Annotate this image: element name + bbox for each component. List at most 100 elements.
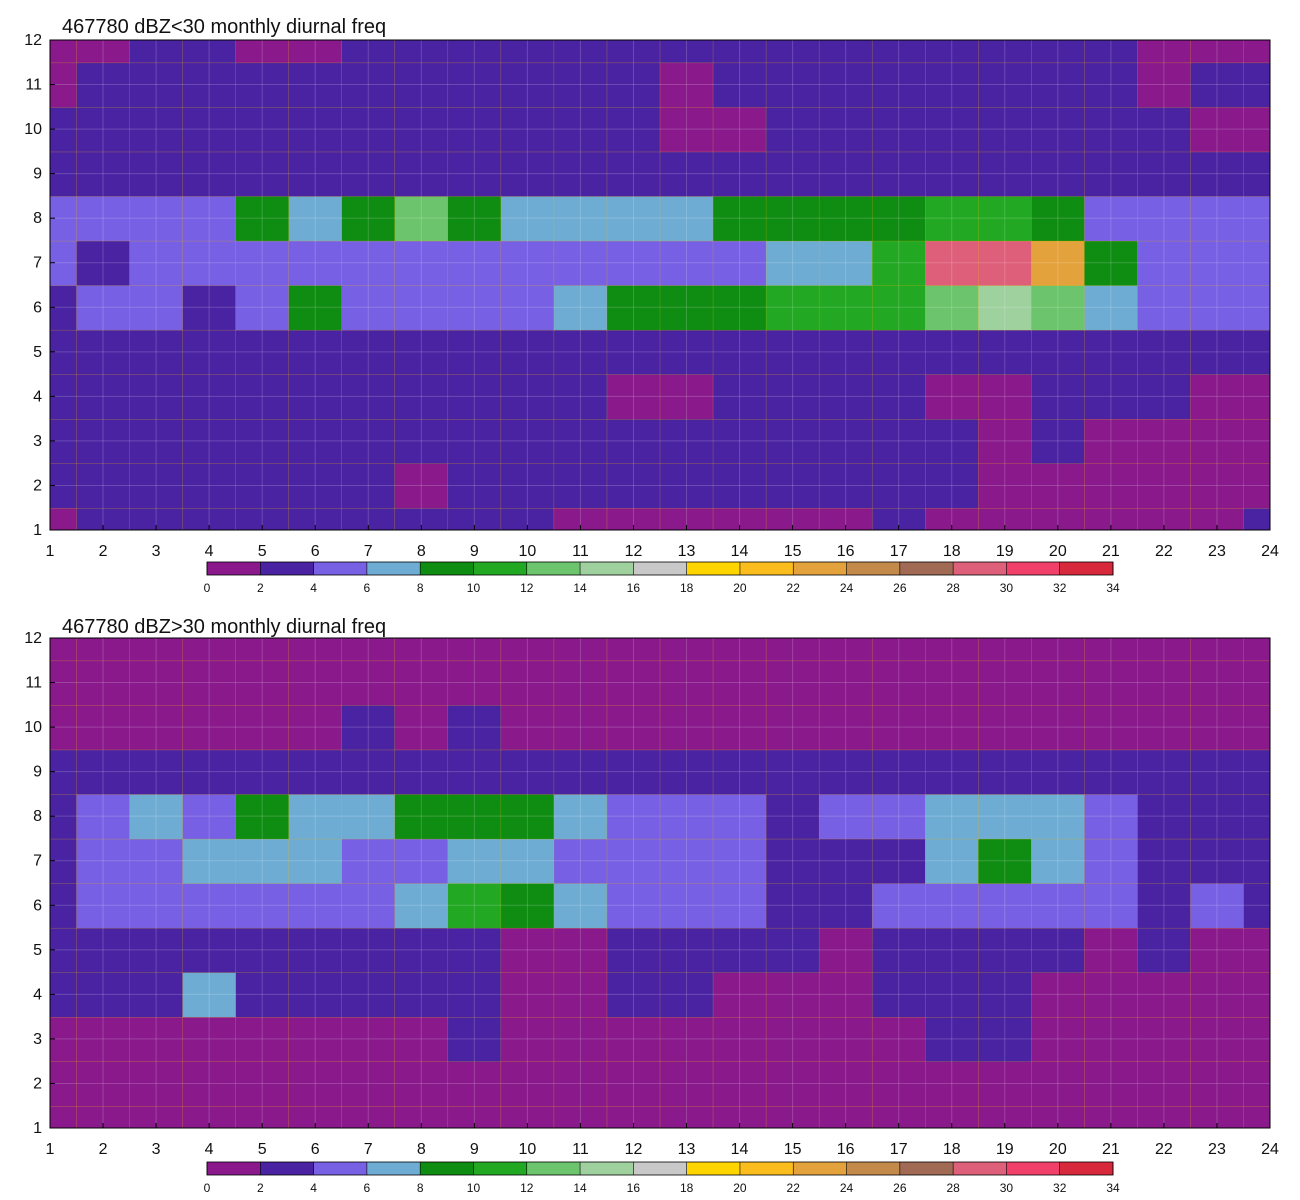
- heatmap-cell: [341, 1016, 396, 1062]
- heatmap-cell: [712, 660, 767, 706]
- heatmap-cell: [553, 418, 608, 464]
- heatmap-cell: [818, 284, 873, 331]
- heatmap-cell: [182, 882, 237, 929]
- heatmap-cell: [765, 1016, 820, 1062]
- x-axis-ticks: 1 2 3 4 5 6 7 8 9 10 11 12 13 14 15 16 17 18 19 20 21 22 23 24: [46, 525, 1279, 560]
- heatmap-cell: [500, 838, 555, 884]
- heatmap-cell: [1031, 373, 1086, 420]
- colorbar-tick-label: 32: [1053, 1181, 1067, 1195]
- heatmap-cell: [1031, 704, 1086, 751]
- heatmap-cell: [925, 195, 980, 242]
- heatmap-cell: [1137, 373, 1192, 420]
- heatmap-cell: [394, 240, 449, 286]
- heatmap-cell: [447, 151, 502, 197]
- heatmap-cell: [341, 62, 396, 108]
- heatmap-cell: [1243, 971, 1270, 1018]
- heatmap-cell: [606, 749, 661, 795]
- x-tick-label: 16: [837, 543, 855, 560]
- heatmap-cell: [978, 838, 1033, 884]
- heatmap-cell: [447, 329, 502, 375]
- heatmap-cell: [606, 1060, 661, 1107]
- heatmap-cell: [129, 373, 184, 420]
- heatmap-cell: [1031, 418, 1086, 464]
- x-tick-label: 22: [1155, 543, 1173, 560]
- y-tick-label: 3: [33, 1031, 42, 1048]
- heatmap-cell: [447, 462, 502, 509]
- colorbar-swatch: [899, 562, 954, 575]
- heatmap-cell: [394, 195, 449, 242]
- colorbar-swatch: [366, 562, 421, 575]
- colorbar-swatch: [846, 562, 901, 575]
- heatmap-cell: [182, 927, 237, 973]
- colorbar-tick-label: 8: [417, 1181, 424, 1195]
- heatmap-cell: [129, 462, 184, 509]
- colorbar-swatch: [633, 1162, 688, 1175]
- heatmap-cell: [765, 373, 820, 420]
- heatmap-cell: [447, 838, 502, 884]
- heatmap-cell: [1190, 106, 1245, 153]
- heatmap-cell: [659, 106, 714, 153]
- x-tick-label: 10: [518, 1141, 536, 1158]
- heatmap-cell: [394, 284, 449, 331]
- heatmap-cell: [500, 373, 555, 420]
- heatmap-cell: [765, 195, 820, 242]
- heatmap-cell: [447, 660, 502, 706]
- heatmap-cell: [288, 971, 343, 1018]
- heatmap-cell: [394, 1016, 449, 1062]
- x-tick-label: 6: [311, 543, 320, 560]
- heatmap-cell: [1084, 660, 1139, 706]
- heatmap-cell: [1137, 62, 1192, 108]
- heatmap-cell: [1243, 329, 1270, 375]
- x-tick-label: 10: [518, 543, 536, 560]
- heatmap-cell: [1243, 62, 1270, 108]
- x-tick-label: 23: [1208, 543, 1226, 560]
- heatmap-cell: [1243, 927, 1270, 973]
- x-axis-ticks: 1 2 3 4 5 6 7 8 9 10 11 12 13 14 15 16 17 18 19 20 21 22 23 24: [46, 1123, 1279, 1158]
- heatmap-cell: [500, 749, 555, 795]
- heatmap-cell: [871, 749, 927, 795]
- heatmap-cell: [1084, 838, 1139, 884]
- heatmap-cell: [1243, 882, 1270, 929]
- x-tick-label: 2: [99, 1141, 108, 1158]
- heatmap-cell: [500, 62, 555, 108]
- y-tick-label: 8: [33, 210, 42, 227]
- x-tick-label: 4: [205, 543, 214, 560]
- heatmap-cell: [76, 704, 131, 751]
- heatmap-cell: [978, 195, 1033, 242]
- heatmap-cell: [394, 704, 449, 751]
- heatmap-cell: [978, 1016, 1033, 1062]
- colorbar-swatch: [420, 562, 474, 575]
- colorbar-tick-label: 6: [364, 581, 371, 595]
- heatmap-cell: [659, 927, 714, 973]
- heatmap-cell: [1084, 106, 1139, 153]
- heatmap-cell: [1137, 151, 1192, 197]
- plot-frame: [49, 39, 1271, 531]
- x-tick-label: 1: [46, 1141, 55, 1158]
- heatmap-cell: [553, 704, 608, 751]
- heatmap-cell: [76, 927, 131, 973]
- colorbar-swatch: [1006, 562, 1061, 575]
- heatmap-cell: [76, 151, 131, 197]
- heatmap-cell: [659, 284, 714, 331]
- heatmap-cell: [288, 704, 343, 751]
- heatmap-cell: [1243, 106, 1270, 153]
- heatmap-cell: [182, 462, 237, 509]
- heatmap-cell: [447, 882, 502, 929]
- x-tick-label: 15: [784, 543, 802, 560]
- x-tick-label: 24: [1261, 1141, 1279, 1158]
- heatmap-cell: [978, 971, 1033, 1018]
- y-tick-label: 1: [33, 1120, 42, 1137]
- x-tick-label: 20: [1049, 543, 1067, 560]
- heatmap-cell: [818, 971, 873, 1018]
- heatmap-cell: [818, 106, 873, 153]
- heatmap-cell: [712, 151, 767, 197]
- heatmap-cell: [978, 660, 1033, 706]
- colorbar-tick-label: 30: [1000, 581, 1014, 595]
- colorbar-tick-label: 16: [627, 1181, 641, 1195]
- heatmap-cell: [129, 151, 184, 197]
- heatmap-cell: [606, 660, 661, 706]
- colorbar-tick-label: 34: [1106, 581, 1120, 595]
- heatmap-cell: [447, 195, 502, 242]
- heatmap-cell: [712, 284, 767, 331]
